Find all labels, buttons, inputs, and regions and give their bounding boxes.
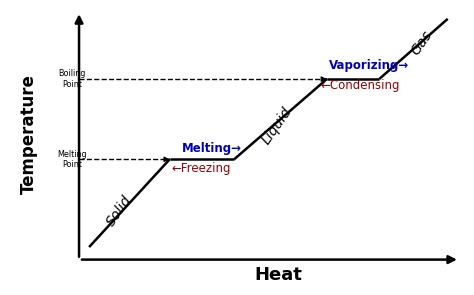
Text: Heat: Heat bbox=[255, 266, 302, 284]
Text: Gas: Gas bbox=[408, 28, 435, 58]
Text: ←Condensing: ←Condensing bbox=[321, 79, 400, 92]
Text: Solid: Solid bbox=[104, 193, 135, 229]
Text: Melting→: Melting→ bbox=[182, 142, 242, 155]
Text: Temperature: Temperature bbox=[20, 74, 37, 194]
Text: Boiling
Point: Boiling Point bbox=[58, 69, 86, 89]
Text: Melting
Point: Melting Point bbox=[57, 150, 87, 169]
Text: ←Freezing: ←Freezing bbox=[172, 162, 231, 175]
Text: Liquid: Liquid bbox=[259, 104, 294, 147]
Text: Vaporizing→: Vaporizing→ bbox=[329, 59, 409, 72]
